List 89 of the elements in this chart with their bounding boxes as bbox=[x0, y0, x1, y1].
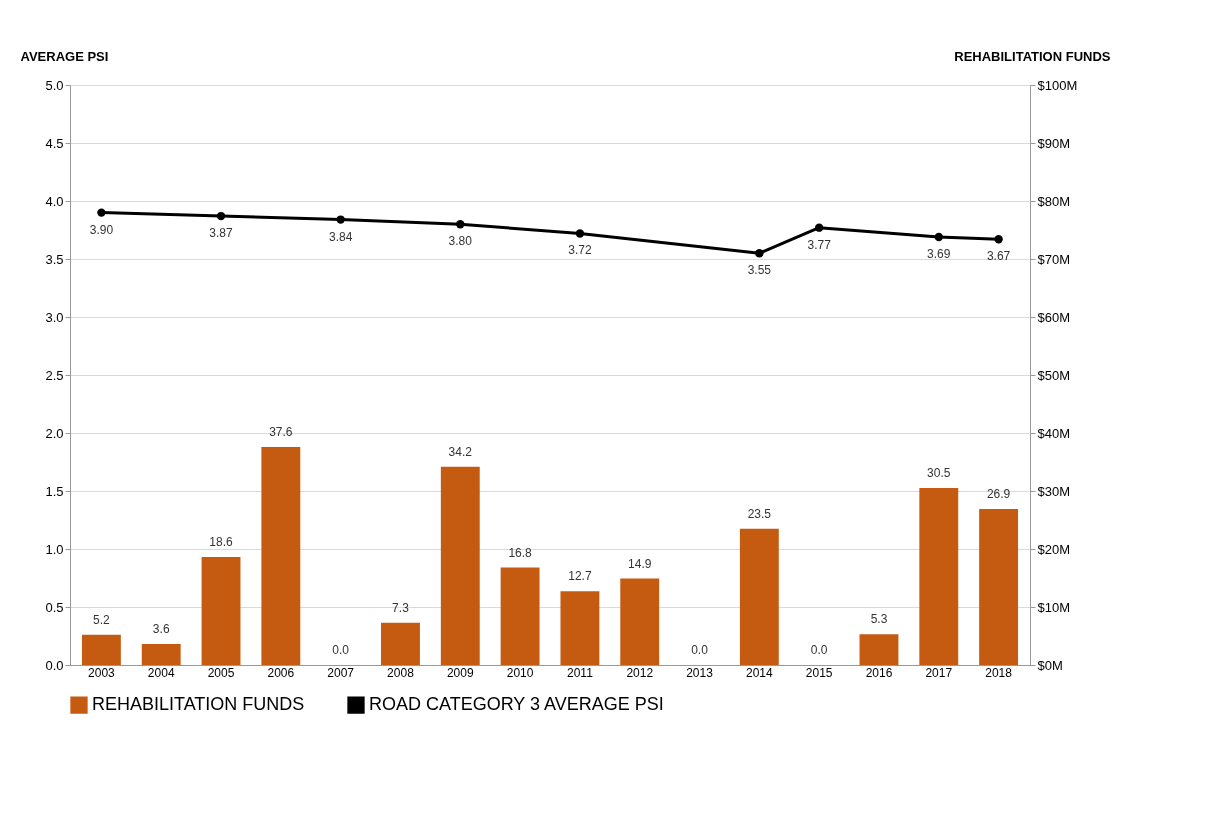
point bbox=[934, 232, 943, 242]
y-tick-label: 4.0 bbox=[45, 193, 64, 209]
y-tick-label: 4.5 bbox=[45, 135, 64, 151]
bar bbox=[440, 466, 480, 665]
y-tick-label: 0.5 bbox=[45, 599, 64, 615]
bar bbox=[739, 528, 779, 665]
data-label: 18.6 bbox=[209, 535, 234, 550]
bar bbox=[919, 488, 959, 665]
y2-axis-title: REHABILITATION FUNDS bbox=[954, 48, 1111, 64]
x-tick-label: 2015 bbox=[805, 665, 833, 680]
data-label: 26.9 bbox=[986, 486, 1011, 501]
y-tick-label: 2.0 bbox=[45, 425, 64, 441]
y-tick-label: 3.0 bbox=[45, 309, 64, 325]
data-label: 3.84 bbox=[328, 229, 353, 244]
x-tick-label: 2017 bbox=[925, 665, 953, 680]
y2-tick-label: $60M bbox=[1037, 309, 1071, 325]
legend-label: ROAD CATEGORY 3 AVERAGE PSI bbox=[369, 694, 664, 715]
y2-tick-label: $0M bbox=[1037, 657, 1063, 673]
data-label: 5.2 bbox=[93, 612, 111, 627]
data-label: 3.87 bbox=[209, 226, 234, 241]
x-tick-label: 2004 bbox=[147, 665, 175, 680]
data-label: 3.77 bbox=[807, 237, 832, 252]
data-label: 34.2 bbox=[448, 444, 473, 459]
y2-tick-label: $30M bbox=[1037, 483, 1071, 499]
x-tick-label: 2007 bbox=[327, 665, 355, 680]
y-tick-label: 3.5 bbox=[45, 251, 64, 267]
bar bbox=[620, 578, 660, 665]
data-label: 3.80 bbox=[448, 234, 473, 249]
y2-tick-label: $40M bbox=[1037, 425, 1071, 441]
bar bbox=[500, 567, 540, 665]
data-label: 14.9 bbox=[628, 556, 652, 571]
point bbox=[994, 235, 1003, 244]
x-tick-label: 2009 bbox=[446, 665, 474, 680]
y2-tick-label: $100M bbox=[1037, 77, 1078, 93]
data-label: 3.67 bbox=[986, 249, 1011, 264]
y-tick-label: 5.0 bbox=[45, 77, 64, 93]
x-tick-label: 2003 bbox=[88, 665, 116, 680]
point bbox=[216, 211, 226, 221]
bar bbox=[141, 644, 181, 665]
y-tick-label: 2.5 bbox=[45, 367, 64, 383]
y-tick-label: 1.0 bbox=[45, 541, 64, 557]
x-tick-label: 2018 bbox=[985, 665, 1013, 680]
x-tick-label: 2012 bbox=[626, 665, 654, 680]
point bbox=[755, 249, 764, 258]
legend-label: REHABILITATION FUNDS bbox=[92, 694, 305, 715]
data-label: 0.0 bbox=[332, 643, 350, 657]
bar bbox=[560, 591, 600, 665]
data-label: 7.3 bbox=[392, 600, 410, 615]
y2-tick-label: $90M bbox=[1037, 135, 1071, 151]
x-tick-label: 2014 bbox=[745, 665, 774, 680]
point bbox=[456, 220, 465, 229]
y2-tick-label: $50M bbox=[1037, 367, 1071, 383]
data-label: 37.6 bbox=[269, 424, 293, 439]
bar bbox=[81, 634, 121, 665]
y2-tick-label: $70M bbox=[1037, 251, 1071, 267]
bar bbox=[201, 557, 241, 665]
y2-tick-label: $20M bbox=[1037, 541, 1071, 557]
y-tick-label: 1.5 bbox=[45, 483, 64, 499]
x-tick-label: 2008 bbox=[387, 665, 415, 680]
x-tick-label: 2006 bbox=[267, 665, 295, 680]
bar bbox=[859, 634, 899, 665]
x-tick-label: 2010 bbox=[506, 665, 534, 680]
x-tick-label: 2011 bbox=[567, 665, 594, 680]
bar bbox=[261, 446, 301, 665]
y2-tick-label: $80M bbox=[1037, 193, 1071, 209]
bar bbox=[979, 508, 1019, 665]
data-label: 12.7 bbox=[568, 569, 592, 584]
data-label: 3.69 bbox=[927, 246, 951, 261]
data-label: 3.72 bbox=[568, 243, 592, 258]
point bbox=[97, 208, 106, 217]
y-tick-label: 0.0 bbox=[45, 657, 64, 673]
data-label: 30.5 bbox=[927, 466, 951, 481]
y2-tick-label: $10M bbox=[1037, 599, 1071, 615]
data-label: 3.6 bbox=[152, 622, 170, 637]
x-tick-label: 2013 bbox=[686, 665, 714, 680]
data-label: 0.0 bbox=[810, 643, 828, 657]
point bbox=[814, 223, 824, 232]
data-label: 16.8 bbox=[508, 545, 533, 560]
bar bbox=[381, 622, 420, 665]
point bbox=[336, 215, 345, 224]
data-label: 0.0 bbox=[691, 643, 709, 657]
x-tick-label: 2016 bbox=[865, 665, 893, 680]
point bbox=[575, 229, 585, 238]
y-axis-title: AVERAGE PSI bbox=[20, 48, 109, 64]
data-label: 5.3 bbox=[870, 612, 888, 627]
data-label: 23.5 bbox=[747, 506, 772, 521]
data-label: 3.55 bbox=[747, 263, 772, 278]
data-label: 3.90 bbox=[89, 222, 114, 237]
x-tick-label: 2005 bbox=[207, 665, 235, 680]
